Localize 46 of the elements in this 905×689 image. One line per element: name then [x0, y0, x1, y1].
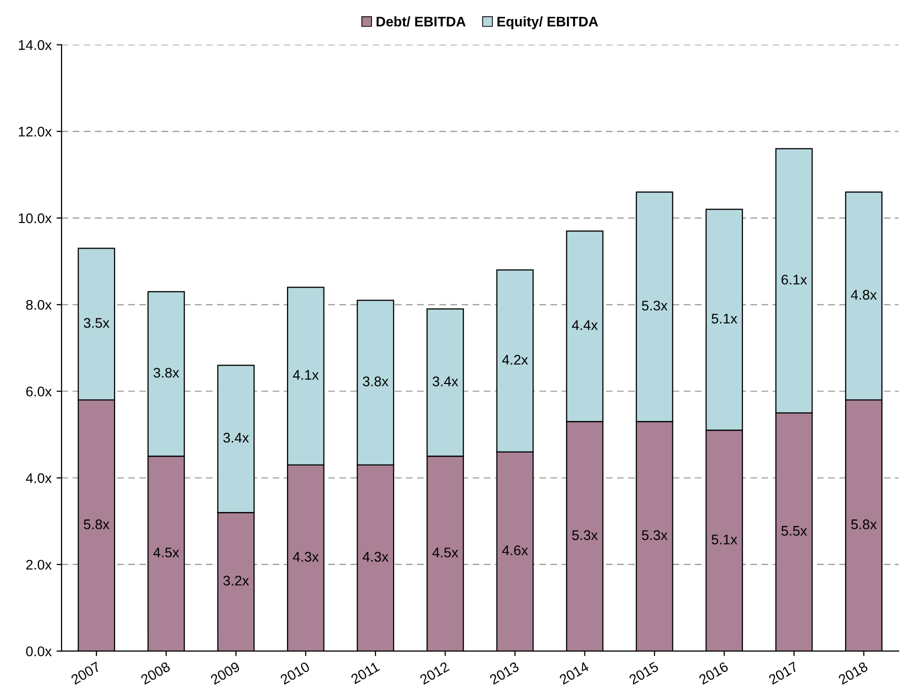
data-label: 4.5x — [432, 548, 458, 558]
data-label: 5.3x — [642, 530, 668, 540]
data-label: 4.6x — [502, 545, 528, 556]
data-label: 5.1x — [712, 314, 738, 324]
y-tick-label: 2.0x — [26, 560, 52, 570]
y-tick-label: 4.0x — [26, 473, 52, 484]
x-tick-label: 2012 — [419, 661, 450, 685]
x-tick-label: 2016 — [698, 661, 729, 685]
y-tick-label: 8.0x — [26, 300, 52, 310]
data-label: 3.8x — [362, 376, 388, 386]
x-tick-label: 2011 — [350, 661, 380, 684]
data-label: 3.4x — [223, 432, 249, 443]
data-label: 5.8x — [84, 519, 110, 530]
data-label: 5.3x — [642, 300, 668, 311]
y-tick-label: 0.0x — [26, 646, 52, 656]
x-tick-label: 2010 — [280, 661, 310, 685]
legend-label: Debt/ EBITDA — [376, 16, 466, 27]
y-tick-label: 6.0x — [26, 386, 52, 396]
data-label: 3.8x — [154, 368, 180, 378]
data-label: 6.1x — [782, 274, 807, 285]
data-label: 5.5x — [781, 526, 807, 536]
data-label: 3.5x — [84, 318, 110, 328]
y-tick-label: 10.0x — [18, 213, 52, 224]
data-label: 5.8x — [851, 519, 877, 530]
legend-label: Equity/ EBITDA — [497, 16, 598, 30]
x-tick-label: 2014 — [558, 661, 590, 685]
data-label: 4.2x — [502, 354, 528, 365]
y-tick-label: 14.0x — [18, 40, 52, 50]
x-tick-label: 2018 — [838, 661, 868, 685]
x-tick-label: 2015 — [628, 661, 660, 685]
data-label: 4.1x — [292, 370, 319, 380]
data-label: 3.4x — [432, 376, 458, 386]
data-label: 4.5x — [153, 548, 180, 558]
data-label: 4.3x — [362, 552, 388, 562]
data-label: 4.4x — [572, 320, 598, 330]
data-label: 4.8x — [850, 290, 877, 300]
data-label: 5.1x — [712, 534, 738, 544]
x-tick-label: 2013 — [489, 661, 520, 685]
x-tick-label: 2017 — [768, 661, 799, 685]
data-label: 4.3x — [292, 552, 319, 562]
x-tick-label: 2008 — [140, 661, 171, 685]
data-label: 5.3x — [572, 530, 598, 540]
data-label: 3.2x — [223, 576, 249, 586]
x-tick-label: 2007 — [70, 661, 101, 685]
y-tick-label: 12.0x — [18, 126, 52, 137]
x-tick-label: 2009 — [210, 661, 240, 685]
